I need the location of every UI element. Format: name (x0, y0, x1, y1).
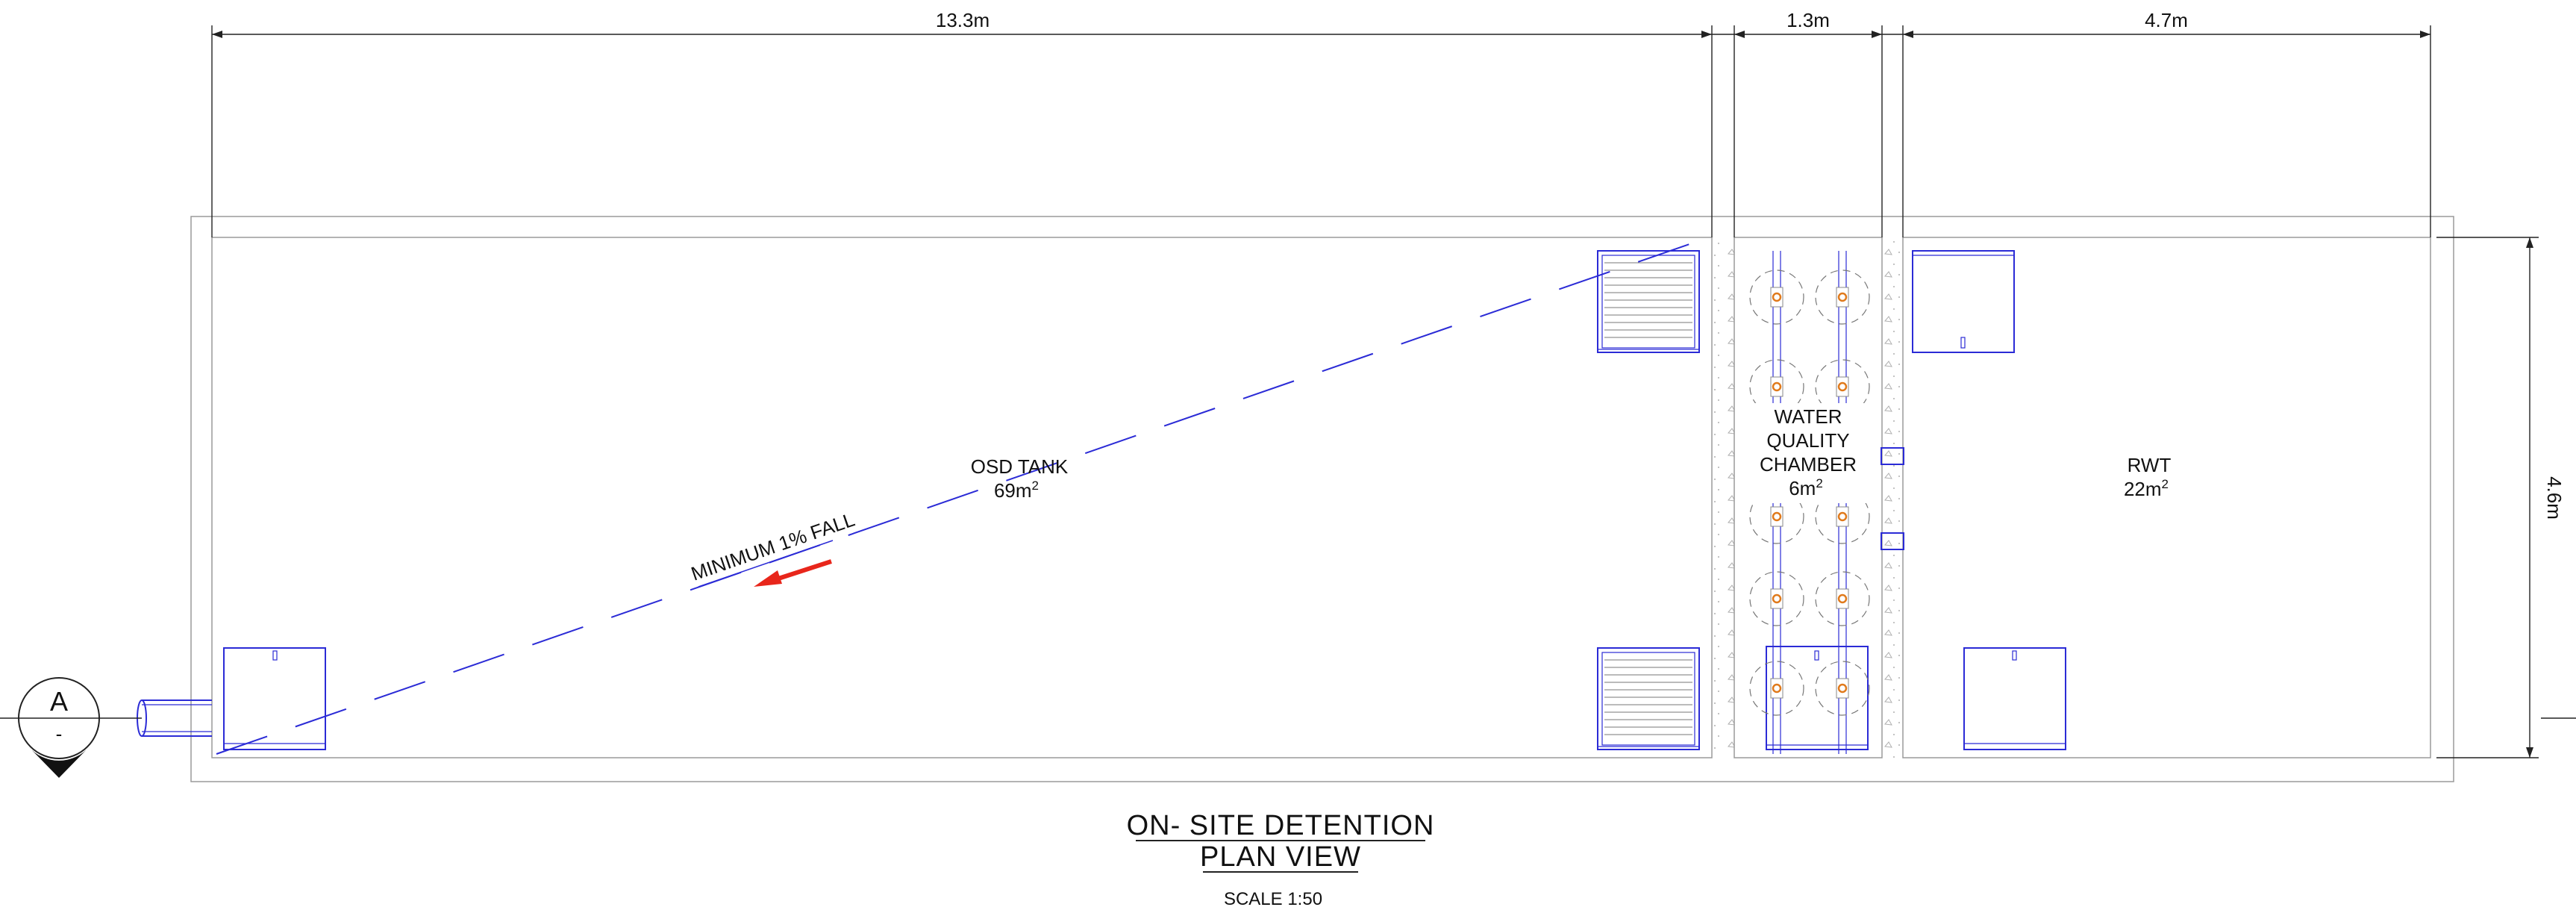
wall-penetrations (1881, 447, 1904, 550)
top-dimensions (211, 25, 2431, 237)
osd-tank-name: OSD TANK (971, 455, 1069, 478)
section-letter: A (50, 686, 68, 717)
concrete-walls (190, 216, 2454, 782)
fall-note: MINIMUM 1% FALL (688, 508, 857, 585)
fall-arrow (754, 559, 832, 587)
grated-pit-top (1597, 250, 1700, 353)
dim-rwt-length: 4.7m (2145, 9, 2188, 31)
section-sheet: - (56, 723, 63, 745)
wqc-line-3: CHAMBER (1760, 453, 1857, 476)
rwt-chamber (1902, 237, 2431, 758)
drawing-scale: SCALE 1:50 (1224, 889, 1322, 909)
rwt-area: 22m2 (2124, 477, 2169, 500)
osd-tank-chamber (211, 237, 1713, 758)
drawing-title-line-1: ON- SITE DETENTION (1127, 810, 1435, 841)
dim-osd-length: 13.3m (936, 9, 990, 31)
rwt-pit-top (1912, 250, 2015, 353)
wqc-line-2: QUALITY (1766, 429, 1849, 452)
outlet-pipe (137, 699, 212, 737)
fall-line (216, 237, 1710, 755)
fall-note-underline (698, 540, 834, 588)
grated-pit-bottom (1597, 647, 1700, 750)
dim-wqc-length: 1.3m (1786, 9, 1830, 31)
drawing-title-line-2: PLAN VIEW (1200, 841, 1361, 873)
right-dimension (2436, 237, 2576, 758)
water-quality-chamber (1734, 237, 1883, 758)
section-marker (0, 677, 142, 778)
filter-cartridges (1749, 251, 1870, 754)
osd-tank-area: 69m2 (994, 479, 1039, 502)
wqc-area: 6m2 (1789, 476, 1823, 499)
rwt-name: RWT (2128, 454, 2172, 476)
rwt-pit-bottom (1963, 647, 2066, 750)
outlet-pit (223, 647, 326, 750)
wqc-line-1: WATER (1775, 405, 1842, 428)
dim-tank-width: 4.6m (2543, 476, 2566, 520)
